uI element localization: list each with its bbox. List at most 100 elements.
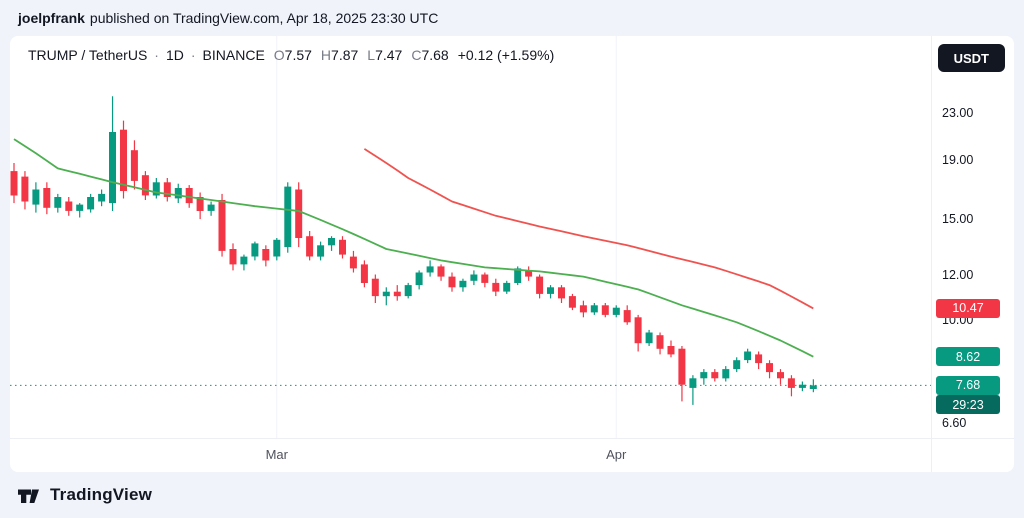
high-label: H [320,47,332,63]
ma-slow-line [363,148,814,310]
candle-body [229,249,237,265]
candle-body [766,363,773,373]
candle-body [590,305,598,313]
ohlc-open: O7.57 [274,47,312,63]
interval-label[interactable]: 1D [165,47,184,63]
candle-body [787,378,795,388]
candle-body [755,354,763,364]
candle-body [382,291,390,297]
price-tick-label: 6.60 [942,415,967,430]
price-tick-label: 23.00 [942,105,974,120]
candle-body [349,256,357,269]
candle-body [404,285,412,297]
candle-body [711,372,719,379]
candle-body [328,238,335,246]
candle-body [415,272,423,286]
candle-body [798,384,806,388]
candle-body [481,274,489,283]
candle-body [360,264,368,283]
candle-body [656,335,664,349]
candle-body [393,291,401,297]
symbol-title[interactable]: TRUMP / TetherUS [28,47,148,63]
open-label: O [273,47,285,63]
candle-body [251,243,259,257]
candle-body [623,310,631,323]
time-axis[interactable]: Mar Apr [10,444,932,468]
ma-fast-badge: 8.62 [936,347,1000,367]
candle-body [76,204,84,211]
candle-body [568,296,576,308]
high-value: 7.87 [331,47,359,63]
price-axis[interactable]: 23.00 19.00 15.00 12.00 10.00 6.60 10.47 8.62 7.… [932,36,1014,472]
chart-legend: TRUMP / TetherUS · 1D · BINANCE O7.57 H7.87 L7.… [28,47,554,63]
ohlc-high: H7.87 [321,47,358,63]
tradingview-logo-icon[interactable] [16,482,43,509]
currency-toggle-button[interactable]: USDT [937,44,1005,72]
candle-body [514,268,522,283]
candle-body [437,266,445,277]
candle-body [98,193,106,202]
candle-body [492,282,500,292]
candle-body [579,305,587,313]
candle-body [601,305,609,315]
candle-body [65,201,73,211]
candle-body [547,287,554,294]
candle-body [262,249,270,261]
candle-body [218,200,226,251]
ohlc-close: C7.68 [411,47,448,63]
candle-body [163,182,171,197]
candle-body [612,307,620,315]
candle-body [744,351,752,361]
attribution-bar: joelpfrank published on TradingView.com,… [0,0,1024,36]
candle-body [503,282,511,292]
candle-body [54,197,62,208]
candle-body [459,280,467,288]
candle-body [196,197,204,211]
candle-body [339,239,346,255]
candle-body [317,245,325,257]
candle-body [809,385,817,389]
close-value: 7.68 [421,47,449,63]
change-value: +0.12 (+1.59%) [457,47,555,63]
candle-body [558,287,565,299]
candle-body [306,236,314,257]
candle-body [152,182,160,196]
open-value: 7.57 [284,47,312,63]
candle-body [10,171,18,196]
candle-body [240,256,248,265]
candle-body [536,276,544,294]
candle-body [32,189,40,205]
tradingview-brand[interactable]: TradingView [50,485,153,504]
candle-body [371,278,379,297]
countdown-badge: 29:23 [936,395,1000,415]
separator: · [190,47,196,63]
month-label: Mar [265,447,288,462]
candle-body [678,348,686,385]
candle-body [207,204,215,211]
candle-body [21,176,29,202]
candle-body [109,132,116,204]
candle-body [141,175,149,196]
candle-body [667,346,675,355]
candle-body [426,266,434,273]
candle-body [130,150,138,181]
candle-body [689,378,697,388]
candle-body [777,372,784,379]
exchange-label: BINANCE [202,47,265,63]
candle-body [273,239,281,257]
candle-body [185,188,193,204]
candle-body [295,189,303,238]
candle-body [284,186,292,248]
candle-body [174,188,182,199]
price-tick-label: 12.00 [942,267,974,282]
chart-plot[interactable] [10,36,1014,472]
candle-body [634,317,642,344]
candlestick-chart[interactable] [10,36,1014,472]
chart-card: TRUMP / TetherUS · 1D · BINANCE O7.57 H7.87 L7.… [10,36,1014,472]
attribution-author: joelpfrank [18,10,85,26]
candle-body [43,188,51,208]
price-tick-label: 19.00 [942,153,974,168]
ma-fast-line [13,138,814,358]
last-price-badge: 7.68 [936,375,1000,395]
candle-body [525,270,533,277]
